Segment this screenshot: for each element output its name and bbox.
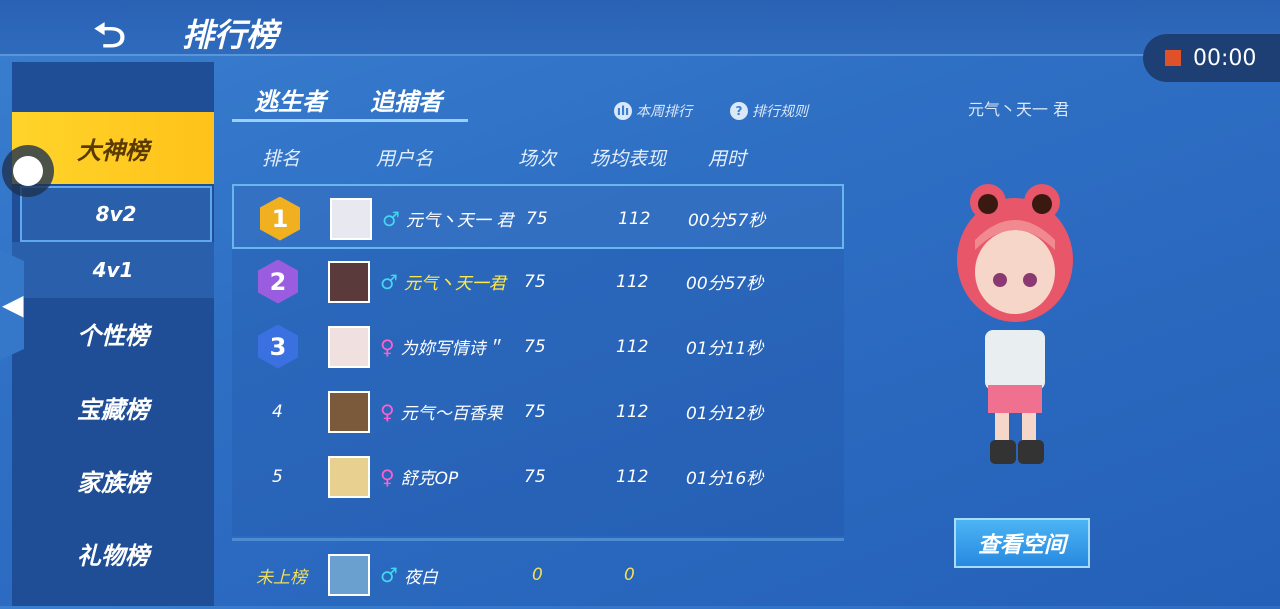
expand-handle[interactable]: ◀ bbox=[0, 250, 24, 360]
avatar[interactable] bbox=[328, 390, 370, 433]
weekly-rank-link[interactable]: ılı 本周排行 bbox=[614, 101, 692, 121]
caret-left-icon: ◀ bbox=[2, 288, 24, 321]
page-title: 排行榜 bbox=[182, 16, 279, 54]
sidebar-item-personality[interactable]: 个性榜 bbox=[77, 321, 149, 350]
col-rank: 排名 bbox=[262, 148, 301, 170]
avatar[interactable] bbox=[328, 455, 370, 498]
ranking-list[interactable]: 1 ♂ 元气丶天一 君 75 112 00分57秒 2 ♂ 元气丶天一君 75 112… bbox=[232, 184, 844, 536]
time-used: 00分57秒 bbox=[686, 274, 764, 294]
avg-score: 112 bbox=[616, 336, 649, 357]
back-arrow-icon[interactable]: ⮌ bbox=[93, 16, 126, 56]
my-games: 0 bbox=[532, 565, 543, 585]
male-icon: ♂ bbox=[380, 269, 398, 294]
tab-survivor[interactable]: 逃生者 bbox=[254, 88, 326, 116]
my-rank-row: 未上榜 ♂ 夜白 0 0 bbox=[232, 538, 844, 606]
tab-hunter[interactable]: 追捕者 bbox=[370, 88, 442, 116]
games: 75 bbox=[524, 466, 546, 487]
col-avg: 场均表现 bbox=[590, 148, 667, 170]
col-username: 用户名 bbox=[376, 148, 434, 170]
question-icon: ? bbox=[730, 102, 748, 120]
games: 75 bbox=[526, 208, 548, 229]
my-rank: 未上榜 bbox=[256, 567, 307, 588]
games: 75 bbox=[524, 271, 546, 292]
time-used: 01分11秒 bbox=[686, 339, 764, 359]
avatar[interactable] bbox=[330, 197, 372, 240]
games: 75 bbox=[524, 401, 546, 422]
stop-icon[interactable] bbox=[1165, 50, 1181, 66]
my-avg: 0 bbox=[624, 565, 635, 585]
sidebar-item-4v1[interactable]: 4v1 bbox=[12, 242, 214, 298]
record-time: 00:00 bbox=[1193, 45, 1257, 71]
table-row[interactable]: 3 ♀ 为妳写情诗＂ 75 112 01分11秒 bbox=[232, 314, 844, 379]
role-tabs: 逃生者 追捕者 bbox=[232, 82, 468, 122]
sidebar-item-gift[interactable]: 礼物榜 bbox=[77, 541, 149, 570]
time-used: 00分57秒 bbox=[688, 211, 766, 231]
rank-medal-icon: 3 bbox=[258, 324, 298, 369]
rules-label: 排行规则 bbox=[752, 104, 808, 120]
female-icon: ♀ bbox=[380, 334, 395, 359]
table-row[interactable]: 4 ♀ 元气～百香果 75 112 01分12秒 bbox=[232, 379, 844, 444]
rank-medal-icon: 2 bbox=[258, 259, 298, 304]
rank-number: 5 bbox=[272, 466, 283, 487]
table-row[interactable]: 5 ♀ 舒克OP 75 112 01分16秒 bbox=[232, 444, 844, 509]
games: 75 bbox=[524, 336, 546, 357]
username: 为妳写情诗＂ bbox=[400, 339, 503, 359]
col-games: 场次 bbox=[518, 148, 557, 170]
character-model bbox=[957, 184, 1073, 464]
time-used: 01分12秒 bbox=[686, 404, 764, 424]
avg-score: 112 bbox=[618, 208, 651, 229]
male-icon: ♂ bbox=[382, 206, 400, 231]
sidebar-item-8v2[interactable]: 8v2 bbox=[20, 186, 212, 242]
username: 元气丶天一君 bbox=[403, 274, 506, 294]
avatar[interactable] bbox=[328, 260, 370, 303]
sidebar-item-treasure[interactable]: 宝藏榜 bbox=[77, 395, 149, 424]
username: 元气丶天一 君 bbox=[405, 211, 514, 231]
col-time: 用时 bbox=[708, 148, 747, 170]
table-row[interactable]: 2 ♂ 元气丶天一君 75 112 00分57秒 bbox=[232, 249, 844, 314]
weekly-rank-label: 本周排行 bbox=[636, 104, 692, 120]
table-row[interactable]: 1 ♂ 元气丶天一 君 75 112 00分57秒 bbox=[232, 184, 844, 249]
floating-ball[interactable] bbox=[2, 145, 54, 197]
female-icon: ♀ bbox=[380, 464, 395, 489]
sidebar: 大神榜 8v2 4v1 个性榜 宝藏榜 家族榜 礼物榜 bbox=[12, 62, 214, 606]
view-space-button[interactable]: 查看空间 bbox=[954, 518, 1090, 568]
avg-score: 112 bbox=[616, 466, 649, 487]
male-icon: ♂ bbox=[380, 563, 398, 587]
profile-name: 元气丶天一 君 bbox=[968, 100, 1070, 119]
rank-medal-icon: 1 bbox=[260, 196, 300, 241]
rank-number: 4 bbox=[272, 401, 283, 422]
username: 舒克OP bbox=[400, 469, 459, 489]
avatar[interactable] bbox=[328, 325, 370, 368]
time-used: 01分16秒 bbox=[686, 469, 764, 489]
female-icon: ♀ bbox=[380, 399, 395, 424]
my-avatar[interactable] bbox=[328, 554, 370, 596]
username: 元气～百香果 bbox=[400, 404, 503, 424]
avg-score: 112 bbox=[616, 271, 649, 292]
rules-link[interactable]: ? 排行规则 bbox=[730, 101, 808, 121]
top-bar: ⮌ 排行榜 bbox=[0, 0, 1280, 56]
chart-icon: ılı bbox=[614, 102, 632, 120]
screen-recorder[interactable]: 00:00 bbox=[1143, 34, 1280, 82]
my-name: 夜白 bbox=[403, 567, 438, 588]
sidebar-item-family[interactable]: 家族榜 bbox=[77, 468, 149, 497]
avg-score: 112 bbox=[616, 401, 649, 422]
